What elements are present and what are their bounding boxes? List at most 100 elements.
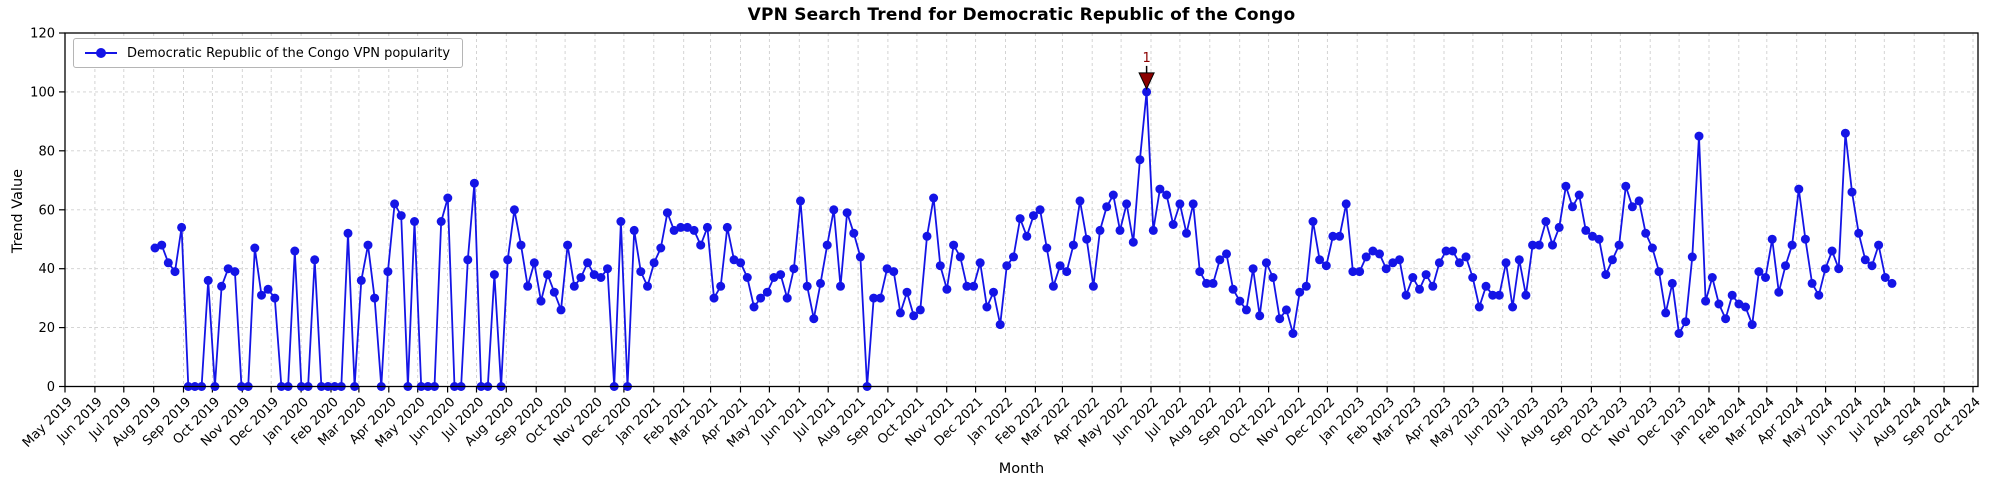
data-point <box>1574 190 1584 200</box>
data-point <box>822 240 832 250</box>
data-point <box>689 225 699 235</box>
legend-marker-icon <box>96 48 106 58</box>
data-point <box>676 222 686 232</box>
data-point <box>942 284 952 294</box>
data-point <box>410 217 419 226</box>
data-point <box>1820 264 1830 274</box>
chart-title: VPN Search Trend for Democratic Republic… <box>747 5 1296 25</box>
data-point <box>1441 246 1451 256</box>
data-point <box>583 258 593 268</box>
data-point <box>1095 225 1105 235</box>
data-point <box>1208 278 1218 288</box>
data-point <box>396 211 406 221</box>
data-point <box>1175 199 1185 209</box>
data-point <box>1454 258 1464 268</box>
data-point <box>989 287 998 297</box>
data-point <box>875 293 885 303</box>
data-point <box>1401 290 1411 300</box>
data-point <box>1421 270 1431 280</box>
data-point <box>842 208 852 218</box>
data-point <box>543 270 553 280</box>
data-point <box>895 308 905 318</box>
data-point <box>1295 287 1305 297</box>
data-point <box>1594 234 1604 244</box>
data-point <box>962 281 972 291</box>
data-point <box>855 252 865 262</box>
data-point <box>1215 255 1225 265</box>
data-point <box>1135 155 1145 165</box>
data-point <box>1847 187 1857 197</box>
data-point <box>696 240 706 250</box>
data-point <box>1548 240 1557 250</box>
data-point <box>1301 281 1311 291</box>
data-point <box>649 258 659 268</box>
data-point <box>443 193 453 203</box>
trend-line <box>154 91 1893 388</box>
data-point <box>629 225 639 235</box>
data-point <box>709 293 719 303</box>
data-point <box>1381 264 1391 274</box>
data-point <box>1355 267 1365 277</box>
data-point <box>1614 240 1624 250</box>
data-point <box>203 275 213 285</box>
data-point <box>1767 234 1777 244</box>
data-point <box>1621 181 1631 191</box>
data-point <box>1448 246 1458 256</box>
data-point <box>1108 190 1118 200</box>
y-tick-label: 40 <box>38 262 55 277</box>
data-point <box>1022 231 1032 241</box>
data-point <box>1761 273 1770 282</box>
data-point <box>1787 240 1797 250</box>
data-point <box>1375 249 1384 259</box>
data-point <box>1328 231 1338 241</box>
data-point <box>1674 329 1684 338</box>
data-point <box>1182 228 1191 238</box>
data-point <box>1834 264 1844 274</box>
data-point <box>250 243 260 253</box>
data-point <box>1261 258 1271 268</box>
data-point <box>722 222 732 232</box>
data-point <box>1468 273 1478 282</box>
annotation-label: 1 <box>1142 51 1150 66</box>
data-point <box>436 217 446 226</box>
data-point <box>370 293 380 303</box>
y-tick-label: 20 <box>38 321 55 336</box>
data-point <box>1887 278 1897 288</box>
data-point <box>1315 255 1325 265</box>
data-point <box>1807 278 1817 288</box>
data-point <box>549 287 559 297</box>
data-point <box>1488 290 1498 300</box>
data-point <box>356 275 366 285</box>
data-point <box>1009 252 1018 262</box>
data-point <box>922 231 932 241</box>
data-point <box>1840 128 1850 138</box>
data-point <box>982 302 992 312</box>
data-point <box>217 281 227 291</box>
data-point <box>1800 234 1810 244</box>
data-point <box>489 270 499 280</box>
data-point <box>1115 225 1125 235</box>
data-point <box>1541 217 1551 226</box>
data-point <box>569 281 579 291</box>
data-point <box>1361 252 1371 262</box>
data-point <box>1428 281 1438 291</box>
data-point <box>776 270 786 280</box>
data-point <box>1601 270 1611 280</box>
data-point <box>1255 311 1265 321</box>
data-point <box>955 252 965 262</box>
data-point <box>1701 296 1711 306</box>
data-point <box>829 205 839 215</box>
data-point <box>1687 252 1697 262</box>
data-point <box>1142 87 1152 97</box>
data-point <box>1055 261 1065 271</box>
data-point <box>1408 273 1418 282</box>
data-point <box>1508 302 1518 312</box>
data-point <box>1607 255 1617 265</box>
data-point <box>270 293 280 303</box>
data-point <box>596 273 606 282</box>
x-axis-label: Month <box>998 461 1045 477</box>
data-point <box>1827 246 1837 256</box>
data-point <box>756 293 766 303</box>
